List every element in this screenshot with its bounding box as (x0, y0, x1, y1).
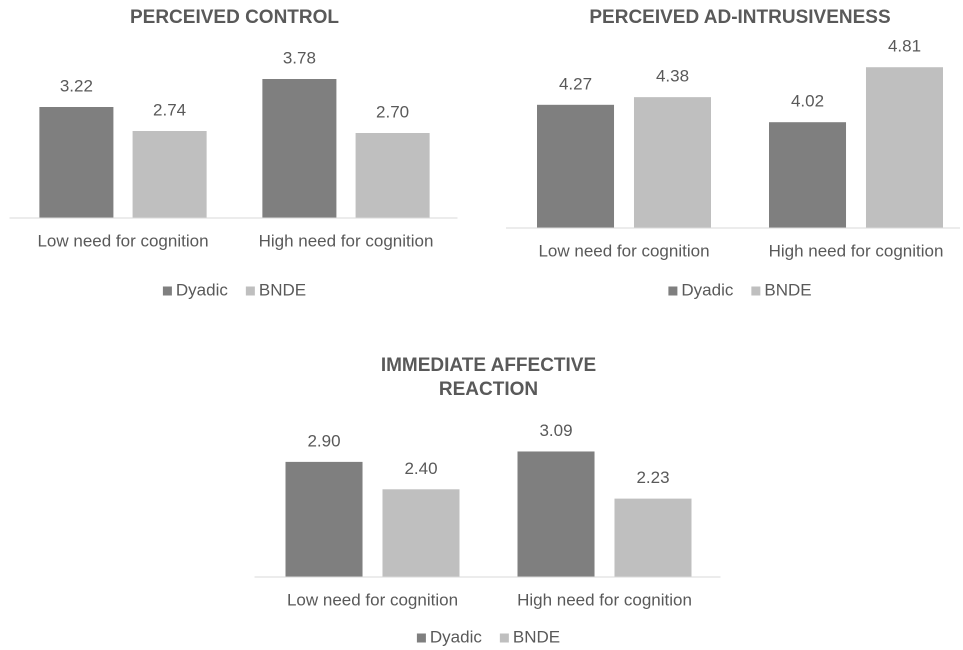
data-label: 4.38 (656, 67, 689, 86)
data-label: 2.40 (404, 459, 437, 478)
legend-label: BNDE (513, 627, 560, 646)
legend-swatch (416, 633, 426, 643)
legend-label: Dyadic (681, 280, 733, 299)
bar (132, 131, 207, 218)
legend-label: BNDE (764, 280, 811, 299)
data-label: 2.23 (636, 468, 669, 487)
data-label: 3.22 (60, 76, 93, 95)
bar (285, 461, 363, 577)
data-label: 4.02 (791, 92, 824, 111)
data-label: 2.90 (307, 431, 340, 450)
data-label: 4.27 (559, 74, 592, 93)
data-label: 3.78 (283, 48, 316, 67)
legend-swatch (245, 286, 255, 296)
x-tick-label: Low need for cognition (287, 590, 458, 609)
bar (769, 122, 847, 228)
bar (633, 97, 711, 228)
data-label: 4.81 (888, 37, 921, 56)
data-label: 3.09 (539, 421, 572, 440)
x-tick-label: High need for cognition (517, 590, 692, 609)
legend-swatch (499, 633, 509, 643)
legend-label: Dyadic (176, 280, 228, 299)
x-tick-label: Low need for cognition (37, 231, 208, 250)
chart-title: IMMEDIATE AFFECTIVE (381, 355, 596, 376)
legend-label: BNDE (259, 280, 306, 299)
x-tick-label: Low need for cognition (538, 241, 709, 260)
legend-swatch (162, 286, 172, 296)
chart-title: REACTION (439, 379, 538, 400)
bar (537, 104, 615, 228)
bar (262, 79, 337, 218)
chart-title: PERCEIVED AD-INTRUSIVENESS (589, 7, 890, 28)
legend-swatch (668, 286, 678, 296)
chart-title: PERCEIVED CONTROL (130, 7, 339, 28)
data-label: 2.74 (153, 100, 186, 119)
bar (382, 489, 460, 577)
legend-swatch (751, 286, 761, 296)
data-label: 2.70 (376, 102, 409, 121)
bar (355, 133, 430, 218)
bar (517, 451, 595, 577)
legend-label: Dyadic (430, 627, 482, 646)
bar (614, 498, 692, 577)
bar (865, 67, 943, 228)
x-tick-label: High need for cognition (769, 241, 944, 260)
x-tick-label: High need for cognition (259, 231, 434, 250)
bar (39, 107, 114, 218)
